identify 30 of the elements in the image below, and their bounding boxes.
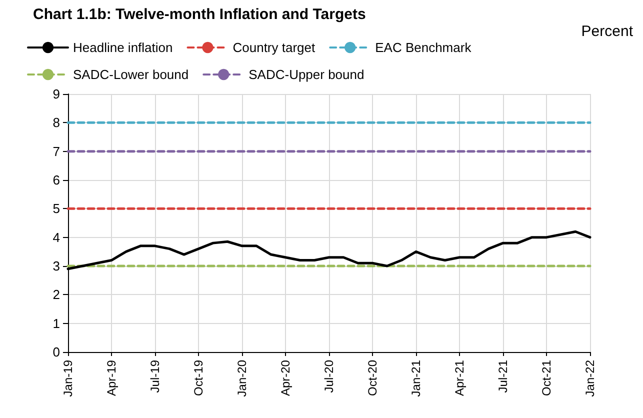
x-tick-label: Jan-20 [235,360,249,397]
y-tick-label: 3 [52,258,60,274]
legend-label: Country target [232,40,316,55]
x-tick-label: Jan-21 [409,360,423,397]
legend-label: SADC-Lower bound [73,67,189,82]
y-tick-label: 6 [52,172,60,188]
x-tick-label: Apr-21 [452,360,466,396]
legend-label: SADC-Upper bound [248,67,364,82]
chart-title: Chart 1.1b: Twelve-month Inflation and Targets [33,6,366,23]
x-tick-label: Jul-20 [322,360,336,393]
y-tick-label: 1 [52,316,60,331]
y-tick-label: 5 [52,201,60,216]
y-axis-title: Percent [581,23,634,40]
x-tick-label: Jul-21 [496,360,510,393]
y-tick-label: 7 [52,144,60,159]
y-tick-label: 4 [52,230,60,245]
x-tick-label: Apr-19 [104,360,118,396]
y-tick-label: 9 [52,86,60,102]
x-tick-label: Oct-19 [192,360,206,396]
y-tick-label: 2 [52,287,60,302]
legend-label: Headline inflation [73,40,173,55]
x-tick-label: Oct-21 [540,360,554,396]
y-tick-label: 0 [52,344,60,360]
x-tick-label: Apr-20 [278,360,292,396]
legend-label: EAC Benchmark [375,40,472,55]
y-tick-label: 8 [52,115,60,130]
x-tick-label: Jan-19 [61,360,75,397]
x-tick-label: Jan-22 [583,360,597,397]
x-tick-label: Oct-20 [366,360,380,396]
x-tick-label: Jul-19 [148,360,162,393]
